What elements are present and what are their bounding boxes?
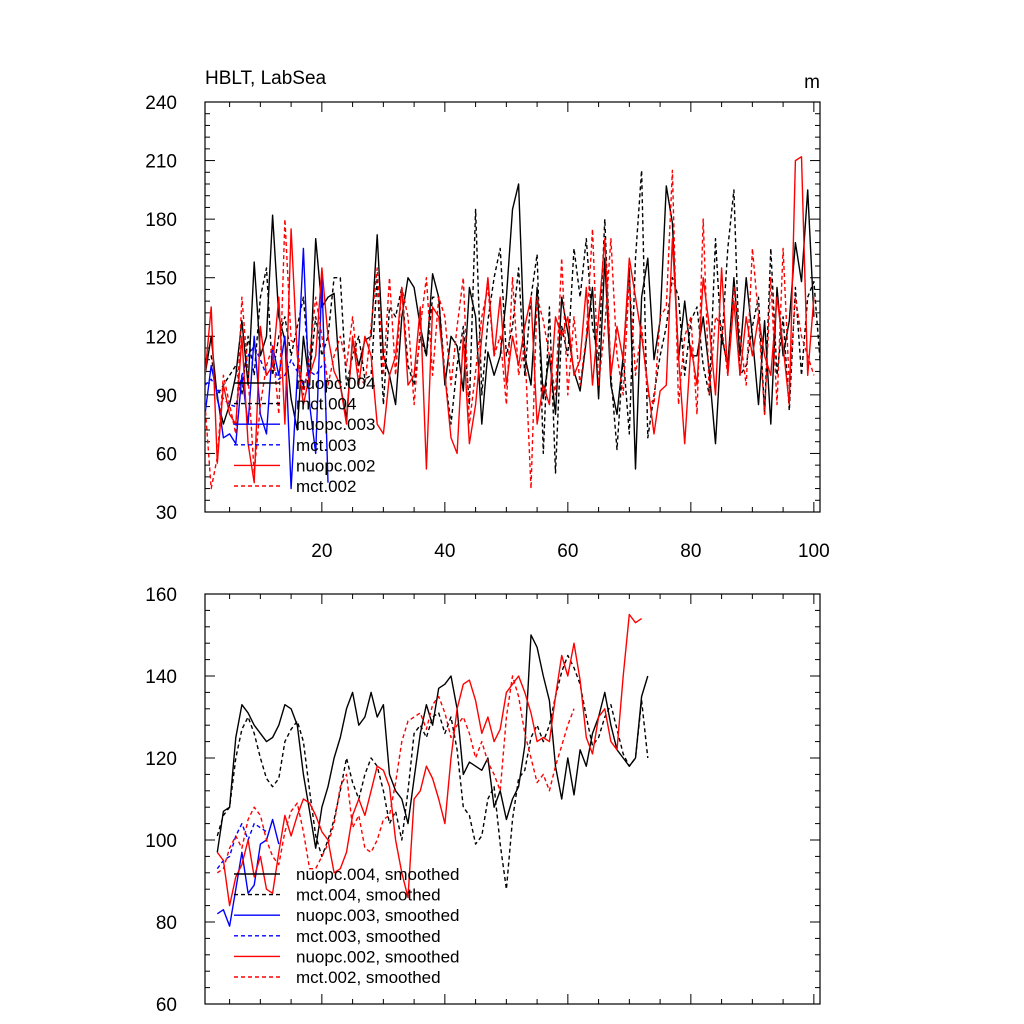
y-tick-label: 100 xyxy=(145,831,177,852)
plot-frame xyxy=(204,101,821,513)
legend-label: nuopc.002 xyxy=(296,456,375,475)
y-tick-label: 140 xyxy=(145,667,177,688)
bottom-panel: 60 80 100 120 140 160 nuopc.004, smoothed mct.0… xyxy=(145,585,821,1016)
legend-label: mct.002, smoothed xyxy=(296,968,441,987)
x-tick-label: 80 xyxy=(680,541,701,562)
legend-label: mct.003 xyxy=(296,436,356,455)
series-group xyxy=(205,155,820,490)
top-panel: 30 60 90 120 150 180 210 240 20 40 60 80 100 HBLT, La… xyxy=(145,68,829,562)
legend-label: mct.002 xyxy=(296,477,356,496)
series-line-mct-004-smoothed xyxy=(216,654,649,890)
x-tick-label: 40 xyxy=(434,541,455,562)
y-tick-label: 160 xyxy=(145,585,177,606)
y-tick-label: 120 xyxy=(145,749,177,770)
chart-title: HBLT, LabSea xyxy=(205,68,327,89)
legend-label: mct.003, smoothed xyxy=(296,927,441,946)
x-tick-label: 20 xyxy=(311,541,332,562)
y-tick-label: 60 xyxy=(156,444,177,465)
x-tick-label: 60 xyxy=(557,541,578,562)
legend-label: nuopc.003, smoothed xyxy=(296,906,460,925)
series-line-mct-003-smoothed xyxy=(216,822,267,870)
x-tick-label: 100 xyxy=(798,541,830,562)
legend-label: mct.004 xyxy=(296,395,356,414)
y-tick-label: 60 xyxy=(156,995,177,1016)
y-tick-label: 240 xyxy=(145,93,177,114)
legend-label: mct.004, smoothed xyxy=(296,886,441,905)
series-line-nuopc-004-smoothed xyxy=(216,634,649,853)
y-tick-label: 120 xyxy=(145,327,177,348)
series-line-nuopc-003-smoothed xyxy=(216,818,280,927)
series-line-nuopc-002-smoothed xyxy=(216,613,642,907)
series-line-mct-002-smoothed xyxy=(216,675,575,874)
y-tick-label: 180 xyxy=(145,210,177,231)
y-tick-label: 80 xyxy=(156,913,177,934)
series-group xyxy=(216,613,649,927)
legend-label: nuopc.004 xyxy=(296,374,375,393)
legend-label: nuopc.003 xyxy=(296,415,375,434)
series-line-nuopc-003 xyxy=(205,247,329,490)
series-line-mct-002 xyxy=(205,169,815,490)
y-tick-label: 150 xyxy=(145,269,177,290)
series-line-nuopc-004 xyxy=(205,183,815,470)
units-label: m xyxy=(804,72,820,93)
y-tick-label: 30 xyxy=(156,503,177,524)
y-tick-label: 90 xyxy=(156,386,177,407)
y-tick-label: 210 xyxy=(145,152,177,173)
legend-label: nuopc.002, smoothed xyxy=(296,947,460,966)
legend-label: nuopc.004, smoothed xyxy=(296,865,460,884)
plot-frame xyxy=(204,593,821,1005)
